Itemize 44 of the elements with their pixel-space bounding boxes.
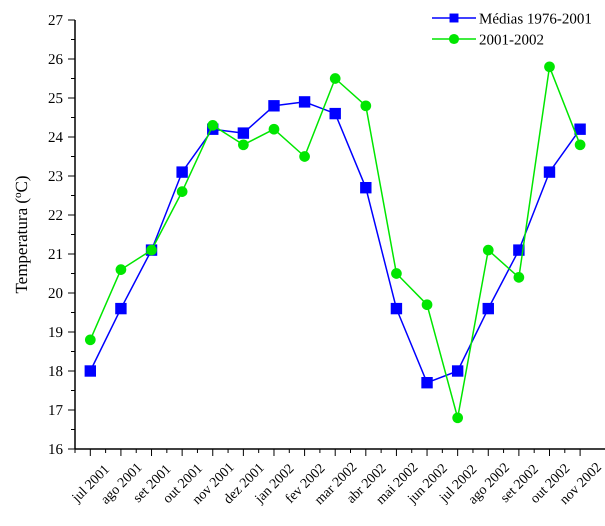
y-tick-label: 27 bbox=[48, 12, 64, 29]
legend-label: 2001-2002 bbox=[479, 32, 544, 48]
point bbox=[421, 377, 433, 388]
y-tick-label: 17 bbox=[48, 402, 64, 419]
point bbox=[84, 334, 96, 346]
point bbox=[360, 100, 372, 112]
point bbox=[330, 108, 341, 120]
y-tick-label: 22 bbox=[48, 208, 63, 224]
point bbox=[391, 268, 402, 279]
point bbox=[482, 302, 494, 314]
point bbox=[330, 73, 341, 84]
point bbox=[360, 182, 372, 194]
point bbox=[422, 299, 432, 310]
point bbox=[238, 127, 250, 139]
point bbox=[298, 96, 310, 108]
point bbox=[574, 139, 586, 150]
point bbox=[238, 139, 249, 150]
y-tick-label: 23 bbox=[48, 168, 63, 185]
point bbox=[116, 264, 126, 275]
y-tick-label: 24 bbox=[48, 130, 64, 146]
point bbox=[452, 412, 464, 424]
point bbox=[390, 302, 402, 314]
point bbox=[514, 272, 524, 283]
y-tick-label: 18 bbox=[48, 364, 63, 380]
point bbox=[299, 151, 310, 162]
point bbox=[207, 120, 218, 131]
y-tick-label: 25 bbox=[48, 90, 63, 107]
point bbox=[482, 244, 494, 256]
y-tick-label: 26 bbox=[48, 52, 64, 68]
y-tick-label: 21 bbox=[48, 246, 63, 263]
y-tick-label: 20 bbox=[48, 286, 63, 302]
legend-label: Médias 1976-2001 bbox=[479, 11, 592, 28]
y-tick-label: 16 bbox=[48, 442, 64, 458]
point bbox=[268, 124, 280, 135]
point bbox=[176, 186, 188, 197]
point bbox=[574, 124, 586, 135]
y-tick-label: 19 bbox=[48, 324, 63, 341]
point bbox=[84, 365, 96, 377]
point bbox=[176, 166, 188, 178]
point bbox=[115, 302, 127, 314]
point bbox=[544, 166, 556, 178]
point bbox=[452, 365, 464, 377]
point bbox=[544, 61, 555, 72]
point bbox=[268, 100, 280, 112]
